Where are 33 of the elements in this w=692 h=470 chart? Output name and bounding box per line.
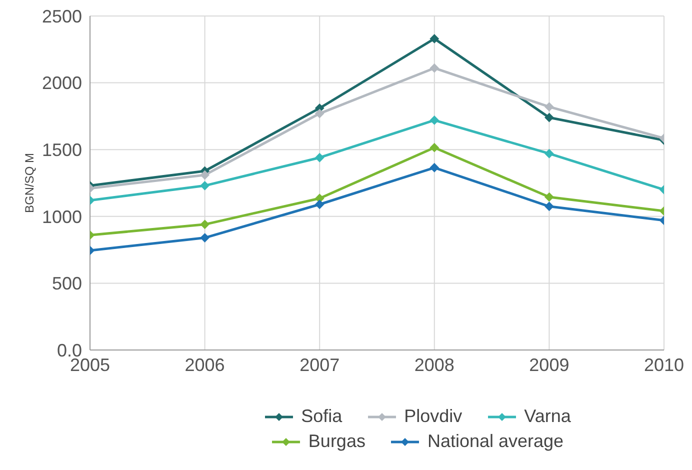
y-tick-label: 1500 [42, 140, 82, 160]
point [200, 181, 210, 190]
y-tick-label: 500 [52, 274, 82, 294]
point [200, 233, 210, 242]
y-tick-label: 2500 [42, 6, 82, 26]
point [544, 149, 554, 158]
x-tick-label: 2007 [300, 354, 340, 375]
point [544, 102, 554, 112]
point [430, 163, 439, 172]
legend-label: National average [426, 431, 564, 452]
point [200, 220, 210, 229]
y-axis-title: BGN/SQ M [22, 152, 36, 214]
y-tick-label: 2000 [42, 73, 82, 94]
x-tick-label: 2009 [529, 354, 570, 375]
legend-label: Plovdiv [403, 406, 462, 427]
point [544, 202, 554, 211]
point [315, 200, 324, 209]
x-tick-label: 2006 [184, 354, 225, 375]
point [430, 64, 439, 73]
point [430, 143, 439, 152]
point [430, 116, 439, 125]
point [544, 192, 554, 202]
point [315, 153, 324, 162]
legend-label: Burgas [307, 431, 366, 452]
point [430, 34, 439, 44]
point [315, 109, 324, 118]
y-tick-label: 1000 [42, 206, 82, 227]
legend-label: Varna [523, 406, 571, 427]
point [200, 170, 210, 180]
x-tick-label: 2010 [644, 354, 684, 375]
x-tick-label: 2008 [414, 354, 454, 375]
point [544, 113, 554, 122]
legend-label: Sofia [300, 406, 342, 427]
